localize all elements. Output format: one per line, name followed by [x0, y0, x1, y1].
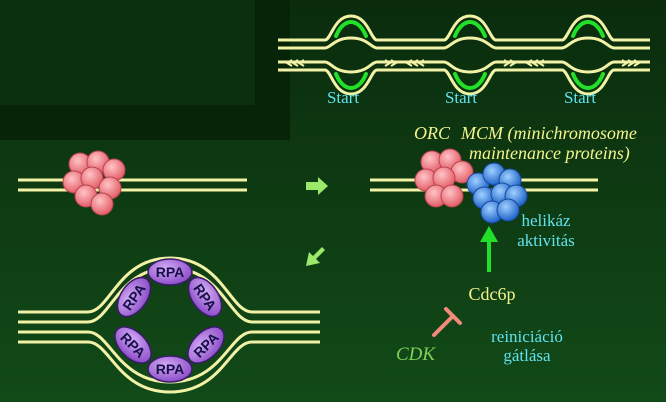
activation-arrow	[480, 226, 498, 272]
mcm-label-line1: MCM (minichromosome	[460, 123, 637, 144]
start-label-3: Start	[564, 88, 596, 107]
cdk-label: CDK	[396, 344, 436, 365]
direction-chevrons	[285, 59, 641, 67]
arrow-down-left	[306, 247, 325, 266]
helicase-label-line2: aktivitás	[517, 231, 575, 250]
reinitiation-label-line1: reiniciáció	[491, 327, 563, 346]
start-label-1: Start	[327, 88, 359, 107]
rpa-bottom-left: RPA	[114, 326, 152, 364]
arrow-right	[306, 177, 328, 195]
orc-label: ORC	[414, 123, 451, 143]
rpa-label-bottom: RPA	[156, 361, 185, 377]
reinitiation-label-line2: gátlása	[503, 346, 551, 365]
rpa-proteins: RPA RPA RPA RPA RPA RPA	[114, 258, 225, 383]
mcm-complex	[466, 162, 528, 224]
rpa-top: RPA	[147, 258, 193, 286]
top-dna-bubbles	[278, 14, 650, 96]
helicase-label-line1: helikáz	[521, 211, 571, 230]
start-label-2: Start	[445, 88, 477, 107]
inhibition-symbol	[432, 307, 462, 337]
orc-complex-right	[414, 148, 474, 208]
rpa-bottom: RPA	[147, 355, 193, 383]
rpa-top-right: RPA	[187, 276, 223, 318]
orc-complex-left	[62, 150, 126, 216]
top-left-panel-inner	[0, 0, 255, 105]
mcm-label-line2: maintenance proteins)	[469, 143, 630, 164]
left-dna	[18, 178, 247, 192]
rpa-label-top: RPA	[156, 264, 185, 280]
nascent-strands	[334, 20, 605, 90]
cdc6p-label: Cdc6p	[469, 284, 516, 304]
